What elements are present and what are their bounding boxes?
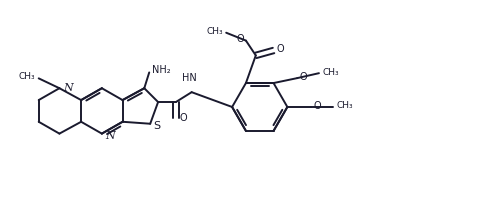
Text: CH₃: CH₃ (18, 72, 35, 81)
Text: O: O (313, 101, 321, 111)
Text: O: O (276, 45, 284, 55)
Text: N: N (63, 83, 73, 93)
Text: O: O (180, 113, 187, 123)
Text: NH₂: NH₂ (152, 66, 171, 75)
Text: HN: HN (182, 73, 197, 83)
Text: CH₃: CH₃ (336, 101, 353, 110)
Text: CH₃: CH₃ (323, 68, 339, 77)
Text: N: N (105, 131, 115, 140)
Text: S: S (153, 121, 160, 131)
Text: O: O (236, 34, 244, 44)
Text: CH₃: CH₃ (206, 27, 223, 36)
Text: O: O (299, 72, 307, 82)
